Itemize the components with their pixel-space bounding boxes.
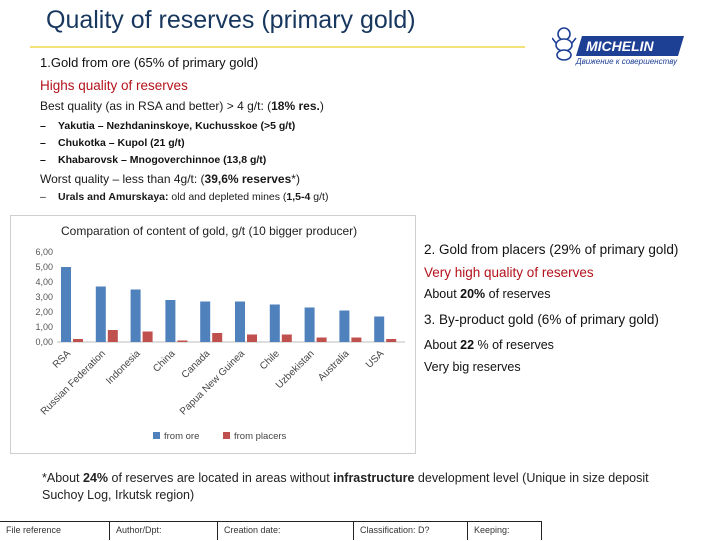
best-bold: 18% res. [271, 99, 320, 113]
bar-from-placers [351, 337, 362, 342]
worst-item-urals: – Urals and Amurskaya: old and depleted m… [40, 191, 328, 203]
byproduct-about-suffix: % of reserves [474, 338, 554, 352]
dash-marker: – [40, 154, 46, 166]
bar-from-placers [73, 339, 83, 342]
logo-brand: MICHELIN [586, 38, 655, 54]
footer-keeping: Keeping: [468, 522, 542, 540]
y-tick-label: 5,00 [35, 262, 53, 272]
x-tick-label: Papua New Guinea [178, 348, 247, 417]
dash-marker: – [40, 137, 46, 149]
michelin-logo: MICHELIN Движение к совершенству [551, 14, 704, 78]
dash-marker: – [40, 120, 46, 132]
bar-from-ore [304, 307, 315, 342]
title-underline [30, 46, 525, 48]
placers-quality: Very high quality of reserves [424, 265, 594, 280]
x-tick-label: Canada [180, 348, 213, 381]
right-column: 2. Gold from placers (29% of primary gol… [424, 240, 714, 375]
footer-creation-date: Creation date: [218, 522, 354, 540]
byproduct-note: Very big reserves [424, 360, 521, 374]
y-tick-label: 4,00 [35, 277, 53, 287]
item-text: Yakutia – Nezhdaninskoye, Kuchusskoe (>5… [58, 120, 296, 132]
footer-file-reference: File reference [0, 522, 110, 540]
item-text: Khabarovsk – Mnogoverchinnoe (13,8 g/t) [58, 154, 267, 166]
placers-about-suffix: of reserves [485, 287, 551, 301]
best-quality-text: Best quality (as in RSA and better) > 4 … [40, 99, 324, 113]
bar-from-placers [212, 333, 223, 342]
worst-bold: 39,6% reserves [204, 172, 292, 186]
bar-from-ore [95, 286, 106, 342]
urals-text: old and depleted mines ( [168, 191, 287, 203]
michelin-logo-graphic: MICHELIN [551, 27, 684, 61]
x-tick-label: USA [364, 348, 387, 371]
fn-b1: 24% [83, 471, 109, 485]
best-item-yakutia: – Yakutia – Nezhdaninskoye, Kuchusskoe (>… [40, 120, 295, 132]
section1-subheading: Highs quality of reserves [40, 78, 188, 93]
bar-from-ore [269, 304, 280, 342]
chart-container: 0,00 1,00 2,00 3,00 4,00 5,00 6,00 RSA Russian F… [10, 215, 416, 454]
item-text: Chukotka – Kupol (21 g/t) [58, 137, 185, 149]
bar-from-ore [200, 301, 211, 342]
chart-title: Comparation of content of gold, g/t (10 … [61, 224, 358, 238]
bar-from-ore [165, 300, 176, 342]
legend-label: from ore [164, 431, 199, 442]
byproduct-about-prefix: About [424, 338, 461, 352]
best-item-khabarovsk: – Khabarovsk – Mnogoverchinnoe (13,8 g/t) [40, 154, 266, 166]
y-tick-label: 2,00 [35, 307, 53, 317]
dash-marker: – [40, 191, 46, 203]
x-tick-label: Indonesia [104, 348, 143, 387]
bar-from-placers [107, 330, 118, 342]
worst-suffix: *) [291, 172, 300, 186]
x-tick-label: RSA [51, 348, 74, 371]
worst-prefix: Worst quality – less than 4g/t: ( [40, 172, 205, 186]
x-tick-label: China [151, 348, 178, 375]
fn-p2: of reserves are located in areas without [108, 471, 334, 485]
logo-tagline: Движение к совершенству [576, 57, 678, 66]
y-tick-label: 1,00 [35, 322, 53, 332]
fn-p3: development level (Unique in size deposi… [42, 471, 649, 502]
fn-b2: infrastructure [333, 471, 415, 485]
bar-from-placers [142, 331, 153, 342]
bar-from-placers [316, 337, 327, 342]
bar-from-placers [247, 334, 257, 342]
bar-from-placers [386, 339, 397, 342]
urals-range: 1,5-4 [286, 191, 311, 203]
y-tick-label: 3,00 [35, 292, 53, 302]
slide-title: Quality of reserves (primary gold) [46, 6, 416, 34]
footer-classification: Classification: D? [354, 522, 468, 540]
byproduct-heading: 3. By-product gold (6% of primary gold) [424, 312, 659, 327]
urals-text2: g/t) [310, 191, 329, 203]
bar-from-ore [339, 310, 350, 342]
legend-swatch [153, 432, 160, 439]
bar-from-ore [374, 316, 385, 342]
footnote: *About 24% of reserves are located in ar… [42, 470, 682, 504]
x-tick-label: Russian Federation [39, 348, 108, 417]
byproduct-about-bold: 22 [460, 338, 475, 352]
urals-bold: Urals and Amurskaya: [58, 191, 169, 203]
legend-label: from placers [234, 431, 287, 442]
worst-quality-text: Worst quality – less than 4g/t: (39,6% r… [40, 172, 300, 186]
best-suffix: ) [319, 99, 324, 113]
placers-about-prefix: About [424, 287, 461, 301]
byproduct-about: About 22 % of reserves [424, 337, 714, 353]
section1-heading: 1.Gold from ore (65% of primary gold) [40, 55, 259, 70]
x-tick-label: Chile [258, 348, 282, 372]
placers-about: About 20% of reserves [424, 286, 714, 302]
bar-from-placers [177, 340, 188, 342]
y-tick-label: 6,00 [35, 247, 53, 257]
fn-p1: *About [42, 471, 84, 485]
footer-bar: File reference Author/Dpt: Creation date… [0, 521, 542, 541]
bar-from-ore [130, 289, 141, 342]
y-tick-label: 0,00 [35, 337, 53, 347]
bar-from-ore [235, 301, 245, 342]
placers-heading: 2. Gold from placers (29% of primary gol… [424, 242, 679, 257]
placers-about-bold: 20% [460, 287, 486, 301]
bar-from-ore [61, 267, 71, 342]
footer-author: Author/Dpt: [110, 522, 218, 540]
best-prefix: Best quality (as in RSA and better) > 4 … [40, 99, 272, 113]
x-tick-label: Australia [316, 348, 352, 384]
legend-swatch [223, 432, 230, 439]
best-item-chukotka: – Chukotka – Kupol (21 g/t) [40, 137, 185, 149]
bar-from-placers [281, 334, 292, 342]
